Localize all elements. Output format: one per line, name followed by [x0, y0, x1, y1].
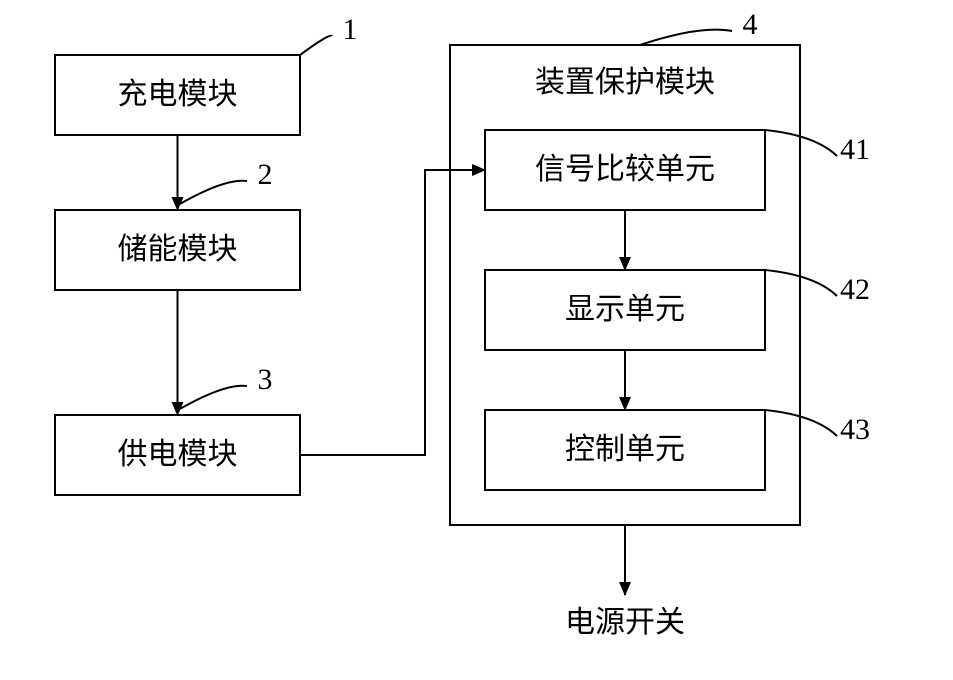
- callout-n1: 1: [343, 13, 358, 46]
- power-box: 供电模块: [55, 415, 300, 495]
- callout-n41: 41: [840, 133, 870, 166]
- compare-label: 信号比较单元: [535, 153, 715, 186]
- storage-box: 储能模块: [55, 210, 300, 290]
- power-switch-label: 电源开关: [565, 606, 685, 639]
- callout-n42: 42: [840, 273, 870, 306]
- charging-box: 充电模块: [55, 55, 300, 135]
- leader-n3: [178, 386, 247, 410]
- callout-n4: 4: [743, 8, 758, 41]
- leader-n2: [178, 181, 247, 205]
- leader-n4: [640, 30, 732, 45]
- container-label: 装置保护模块: [535, 66, 715, 99]
- control-label: 控制单元: [565, 433, 685, 466]
- callout-n43: 43: [840, 413, 870, 446]
- compare-box: 信号比较单元: [485, 130, 765, 210]
- control-box: 控制单元: [485, 410, 765, 490]
- display-box: 显示单元: [485, 270, 765, 350]
- callout-n2: 2: [258, 158, 273, 191]
- leader-n1: [300, 36, 332, 55]
- charging-label: 充电模块: [118, 78, 238, 111]
- storage-label: 储能模块: [118, 233, 238, 266]
- callout-n3: 3: [258, 363, 273, 396]
- power-label: 供电模块: [118, 438, 238, 471]
- arrow-power-compare: [300, 170, 485, 455]
- display-label: 显示单元: [565, 293, 685, 326]
